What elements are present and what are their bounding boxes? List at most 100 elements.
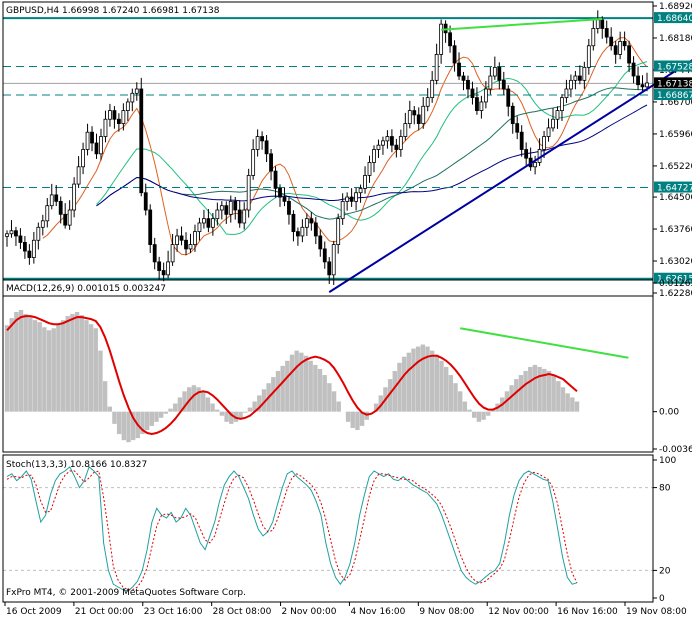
- macd-histogram-bar: [453, 383, 458, 412]
- macd-histogram-bar: [93, 328, 98, 412]
- candle-body: [148, 209, 153, 245]
- macd-histogram-bar: [88, 324, 94, 412]
- candle: [497, 62, 502, 90]
- candle-body: [215, 209, 220, 220]
- macd-histogram-bar: [74, 311, 80, 412]
- candle: [483, 81, 488, 109]
- macd-histogram-bar: [257, 395, 262, 412]
- level-label-text: 1.64727: [657, 184, 692, 194]
- candle-body: [224, 205, 229, 215]
- candle: [461, 71, 466, 91]
- candle: [466, 75, 470, 99]
- macd-pane[interactable]: [4, 309, 629, 443]
- candle: [591, 18, 596, 51]
- candle-body: [457, 62, 461, 77]
- macd-histogram-bar: [271, 377, 276, 412]
- candle: [94, 133, 99, 159]
- candle: [282, 187, 287, 207]
- candle-body: [452, 45, 457, 64]
- candle-body: [116, 118, 121, 124]
- candle-body: [206, 218, 211, 228]
- macd-histogram-bar: [429, 350, 435, 412]
- candle: [27, 244, 32, 265]
- candle-body: [99, 136, 103, 155]
- macd-histogram-bar: [163, 411, 169, 414]
- macd-histogram-bar: [317, 368, 323, 412]
- candle-body: [636, 75, 640, 86]
- macd-histogram-bar: [32, 320, 38, 412]
- candle-body: [412, 110, 417, 116]
- candle-body: [492, 66, 497, 77]
- macd-histogram-bar: [9, 318, 14, 412]
- candle: [421, 97, 426, 129]
- candle: [184, 232, 188, 256]
- time-axis-label: 16 Oct 2009: [6, 607, 62, 617]
- candle-body: [296, 231, 300, 237]
- candle-body: [358, 188, 363, 194]
- candle: [251, 139, 256, 180]
- candle: [193, 224, 197, 252]
- candle: [269, 149, 273, 181]
- candle-body: [188, 244, 193, 250]
- macd-histogram-bar: [523, 370, 528, 412]
- candle: [36, 222, 41, 250]
- candle: [215, 202, 220, 226]
- macd-histogram-bar: [551, 375, 556, 412]
- candle-body: [394, 144, 399, 150]
- candle-body: [103, 118, 108, 137]
- macd-histogram-bar: [542, 368, 547, 412]
- macd-histogram-bar: [443, 366, 449, 412]
- macd-histogram-bar: [172, 403, 178, 412]
- macd-signal-line: [6, 315, 578, 436]
- macd-histogram-bar: [14, 311, 19, 412]
- macd-histogram-bar: [397, 362, 402, 412]
- stochastic-pane[interactable]: [3, 466, 653, 592]
- candle-body: [14, 230, 18, 237]
- candle: [479, 95, 484, 119]
- candle-body: [475, 97, 479, 111]
- level-label-text: 1.66867: [657, 91, 692, 101]
- stochastic-pane-frame: [2, 454, 654, 603]
- candle: [157, 256, 162, 280]
- candle-body: [251, 149, 256, 176]
- macd-histogram-bar: [285, 360, 290, 412]
- candle-body: [67, 209, 72, 226]
- candle-body: [31, 239, 36, 258]
- candle: [81, 142, 85, 175]
- candle: [385, 130, 390, 149]
- price-axis-label: 1.65220: [659, 162, 692, 172]
- macd-histogram-bar: [243, 411, 248, 413]
- macd-histogram-bar: [472, 411, 477, 418]
- macd-histogram-bar: [224, 411, 229, 422]
- candle-body: [139, 88, 144, 194]
- price-pane[interactable]: [3, 10, 692, 293]
- candle-body: [9, 230, 14, 235]
- candle: [515, 116, 520, 140]
- macd-histogram-bar: [509, 385, 514, 412]
- candle: [358, 184, 363, 203]
- candle: [613, 41, 618, 64]
- candle: [85, 123, 90, 156]
- candle-body: [345, 196, 350, 202]
- candle: [627, 40, 631, 73]
- candle: [318, 229, 323, 257]
- macd-histogram-bar: [294, 350, 299, 412]
- candle: [425, 88, 430, 112]
- candle: [255, 129, 260, 157]
- macd-histogram-bar: [387, 379, 393, 412]
- candle: [170, 233, 175, 266]
- candle-body: [54, 194, 59, 202]
- candle: [313, 216, 318, 245]
- candle: [331, 240, 336, 286]
- candle: [210, 212, 215, 236]
- candle-body: [403, 123, 408, 137]
- macd-histogram-bar: [289, 354, 295, 412]
- macd-histogram-bar: [457, 391, 463, 412]
- macd-axis-label: 0.00: [659, 408, 679, 418]
- candle-body: [582, 66, 587, 81]
- level-label-box: [654, 181, 692, 193]
- candle: [372, 145, 376, 173]
- price-axis-label: 1.62280: [659, 289, 692, 299]
- macd-histogram-bar: [425, 346, 430, 412]
